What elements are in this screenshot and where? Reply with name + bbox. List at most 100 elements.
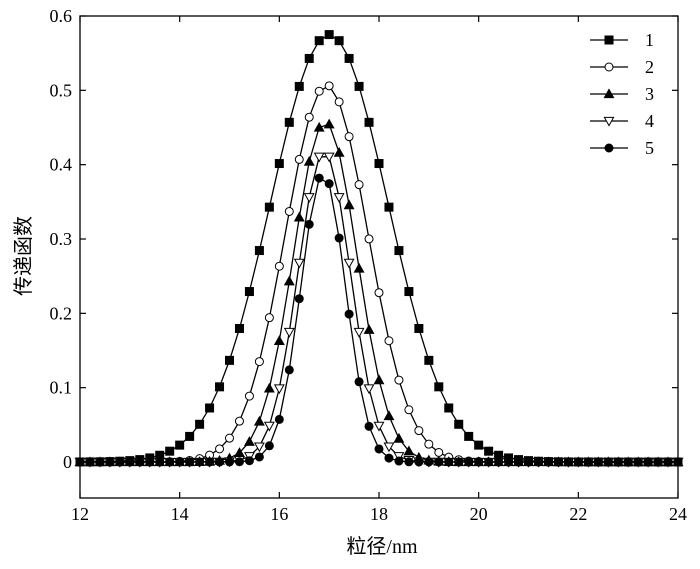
series-5: [75, 173, 683, 467]
data-point: [604, 35, 614, 45]
data-point: [533, 457, 543, 467]
data-point: [165, 446, 175, 456]
data-point: [303, 155, 315, 166]
x-tick-label: 12: [71, 504, 89, 524]
data-point: [314, 86, 324, 96]
data-point: [324, 179, 334, 189]
data-point: [273, 384, 285, 395]
data-point: [284, 117, 294, 127]
data-point: [363, 384, 375, 395]
data-point: [254, 452, 264, 462]
x-tick-label: 14: [171, 504, 189, 524]
data-point: [293, 211, 305, 222]
data-point: [484, 457, 494, 467]
data-point: [373, 421, 385, 432]
data-point: [125, 457, 135, 467]
data-point: [404, 287, 414, 297]
x-tick-label: 24: [669, 504, 687, 524]
data-point: [284, 206, 294, 216]
data-point: [294, 81, 304, 91]
series-1: [75, 30, 683, 467]
data-point: [573, 457, 583, 467]
legend-label: 3: [645, 84, 654, 104]
data-point: [323, 118, 335, 129]
data-point: [383, 442, 395, 453]
data-point: [464, 457, 474, 467]
data-point: [434, 447, 444, 457]
legend-label: 1: [645, 30, 654, 50]
data-point: [414, 323, 424, 333]
data-point: [434, 382, 444, 392]
data-point: [633, 457, 643, 467]
data-point: [603, 457, 613, 467]
data-point: [653, 457, 663, 467]
x-axis-label: 粒径/nm: [346, 535, 418, 558]
data-point: [373, 374, 385, 385]
data-point: [384, 453, 394, 463]
data-point: [333, 146, 345, 157]
legend: 1 2 3 4 5: [590, 30, 654, 158]
data-point: [263, 421, 275, 432]
data-point: [234, 416, 244, 426]
data-point: [344, 309, 354, 319]
data-point: [215, 457, 225, 467]
data-point: [354, 180, 364, 190]
data-point: [115, 457, 125, 467]
data-point: [264, 313, 274, 323]
data-point: [613, 457, 623, 467]
data-point: [344, 53, 354, 63]
data-point: [593, 457, 603, 467]
data-point: [583, 457, 593, 467]
data-point: [274, 159, 284, 169]
data-point: [424, 355, 434, 365]
data-point: [264, 441, 274, 451]
x-tick-label: 18: [370, 504, 388, 524]
data-point: [283, 327, 295, 338]
data-point: [284, 365, 294, 375]
data-point: [353, 262, 365, 273]
data-point: [524, 457, 533, 467]
series-4: [74, 152, 684, 468]
data-point: [324, 30, 334, 40]
data-point: [334, 233, 344, 243]
data-point: [225, 433, 234, 443]
data-point: [244, 287, 254, 297]
data-point: [304, 53, 314, 63]
data-point: [264, 202, 274, 212]
data-point: [215, 382, 225, 392]
data-point: [424, 457, 434, 467]
x-tick-label: 20: [470, 504, 488, 524]
data-point: [304, 219, 314, 229]
data-point: [165, 457, 175, 467]
data-point: [314, 36, 324, 46]
data-point: [363, 324, 375, 334]
data-point: [303, 193, 315, 203]
data-point: [494, 457, 504, 467]
data-point: [364, 234, 374, 244]
data-point: [175, 457, 185, 467]
data-point: [215, 444, 225, 454]
data-point: [643, 457, 653, 467]
data-point: [364, 421, 374, 431]
legend-item-4: 4: [590, 111, 654, 131]
data-point: [374, 159, 384, 169]
data-point: [195, 419, 205, 429]
legend-label: 5: [645, 138, 654, 158]
y-tick-label: 0.3: [50, 229, 73, 249]
data-point: [354, 377, 364, 387]
data-point: [394, 456, 404, 466]
data-point: [474, 440, 484, 450]
data-point: [253, 415, 265, 426]
data-point: [333, 193, 345, 203]
data-point: [323, 152, 335, 163]
data-point: [444, 403, 454, 413]
data-point: [293, 258, 305, 269]
data-point: [294, 294, 304, 304]
data-point: [225, 457, 234, 467]
data-point: [354, 81, 364, 91]
data-point: [603, 88, 615, 99]
legend-item-2: 2: [590, 57, 654, 77]
data-point: [253, 442, 265, 453]
